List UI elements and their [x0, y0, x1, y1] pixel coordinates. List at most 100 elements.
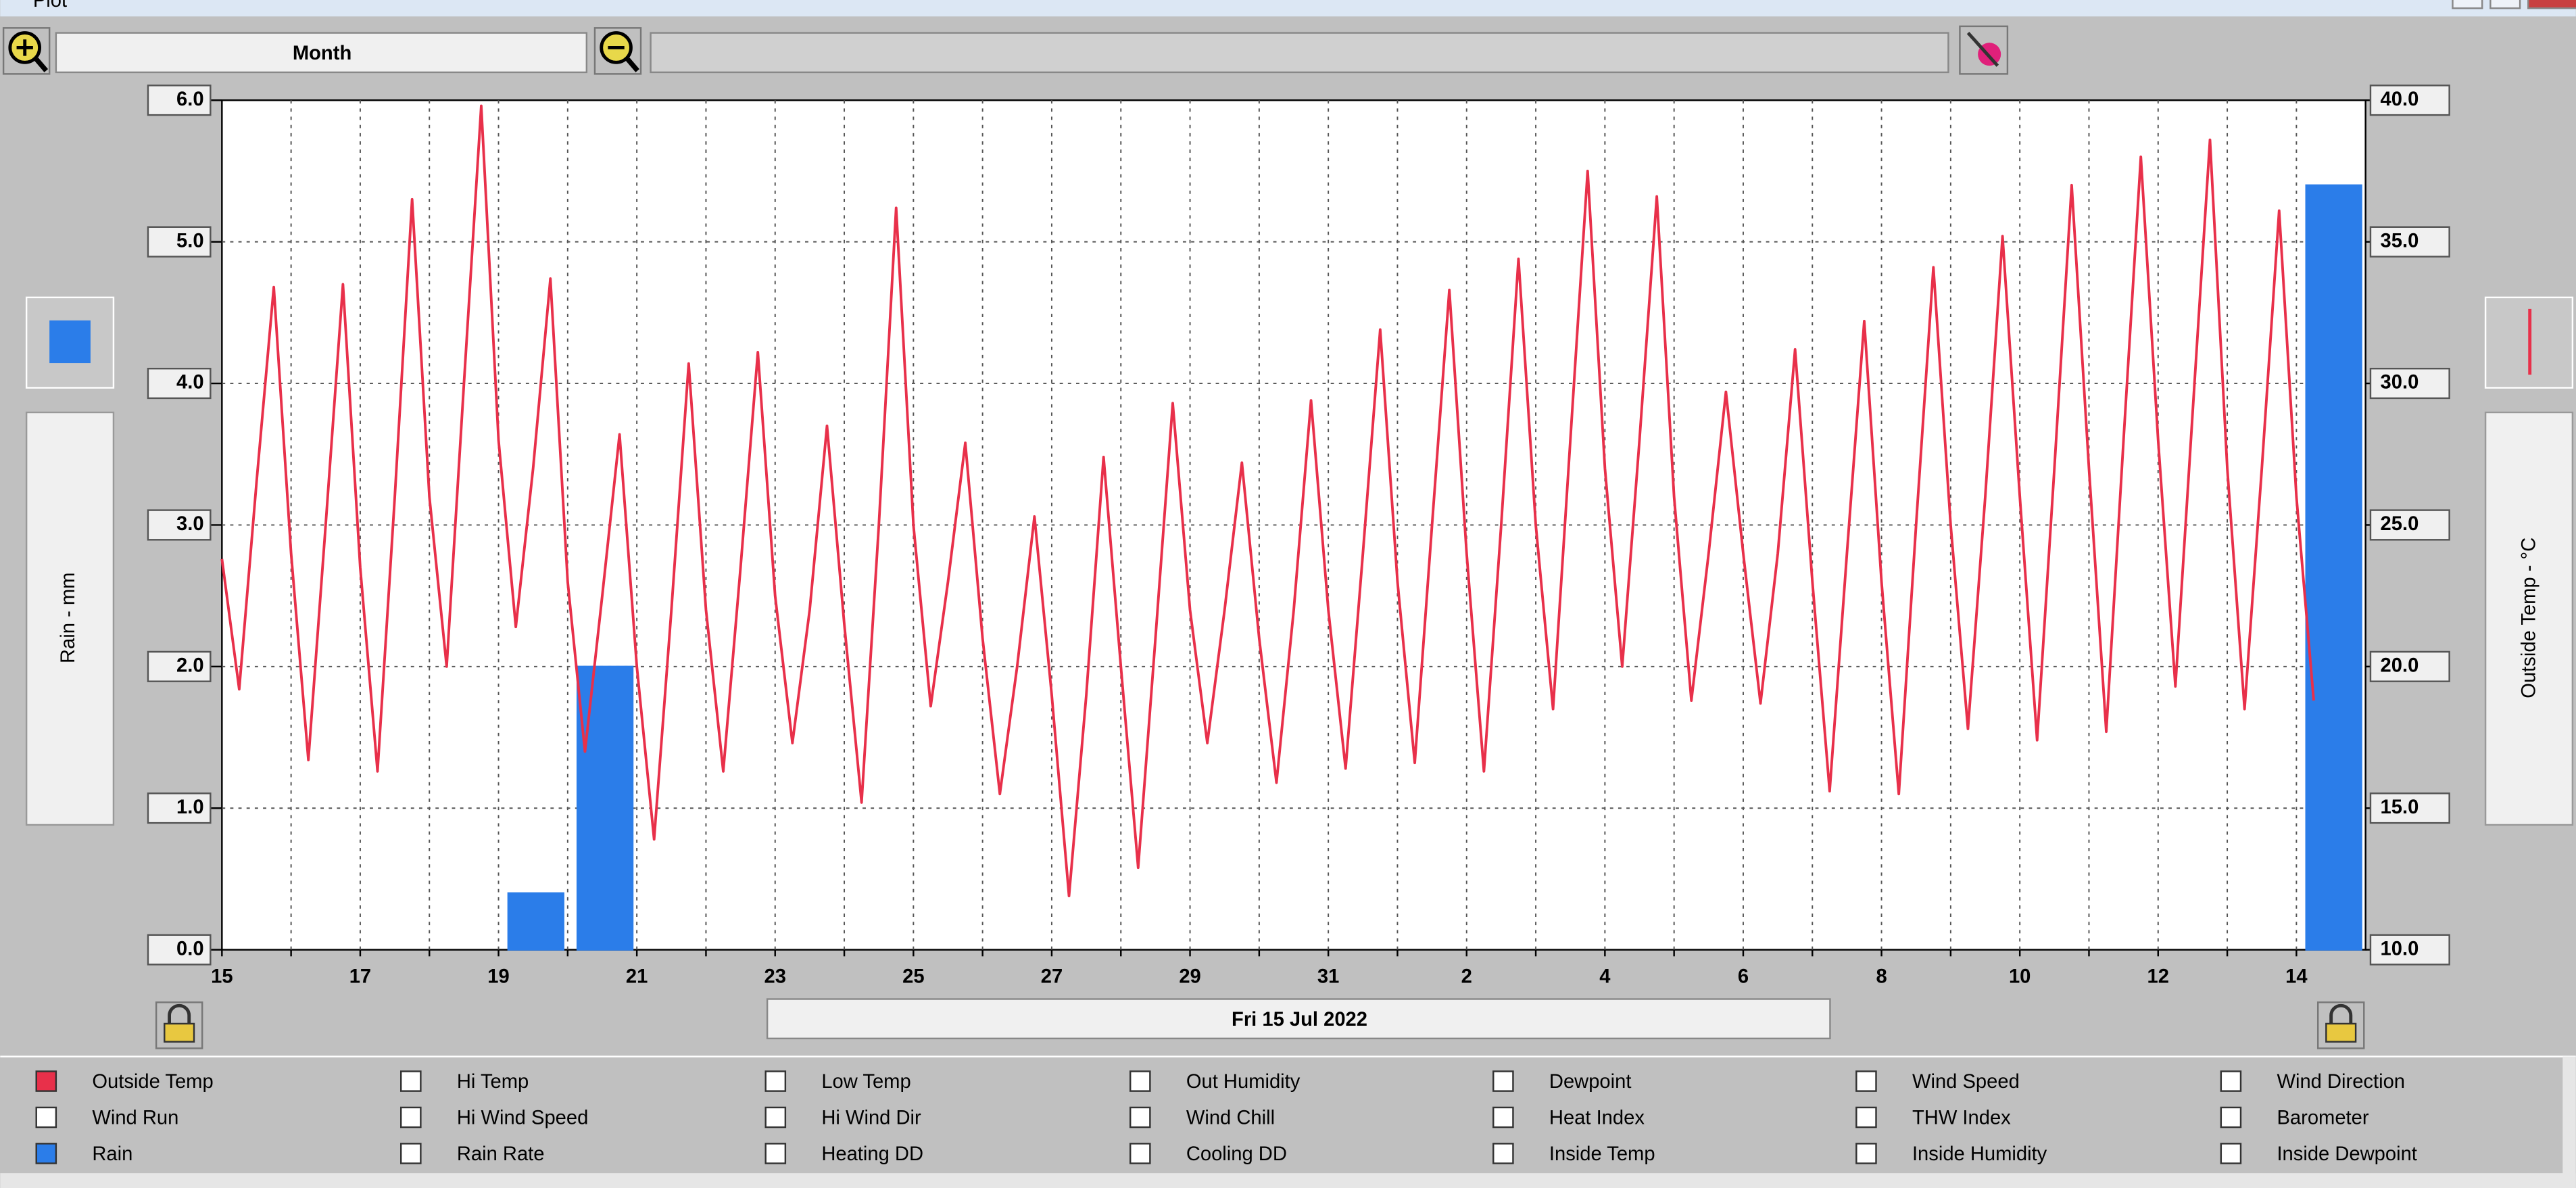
zoom-in-button[interactable]	[2, 27, 51, 75]
checkbox[interactable]	[35, 1106, 57, 1128]
x-tick-label: 10	[2009, 966, 2031, 988]
rain-bar	[576, 665, 634, 951]
checkbox-label[interactable]: Wind Speed	[1912, 1071, 2020, 1093]
rain-bar	[2305, 184, 2362, 951]
y2-tick-box	[2369, 367, 2450, 400]
color-picker-button[interactable]	[1959, 25, 2009, 75]
y2-tick-box	[2369, 85, 2450, 116]
x-tick-label: 12	[2147, 966, 2169, 988]
y-tick-label: 3.0	[176, 513, 204, 535]
checkbox-label[interactable]: Heat Index	[1549, 1108, 1645, 1129]
y2-tick-box	[2369, 792, 2450, 824]
checkbox[interactable]	[1492, 1070, 1514, 1092]
right-axis-panel	[2484, 411, 2574, 826]
checkbox[interactable]	[1855, 1143, 1877, 1164]
y-tick-label: 0.0	[176, 938, 204, 959]
checkbox[interactable]	[400, 1070, 422, 1092]
x-tick-label: 23	[764, 966, 786, 988]
checkbox-label[interactable]: Cooling DD	[1186, 1143, 1287, 1165]
x-tick-label: 17	[349, 966, 371, 988]
period-button[interactable]	[55, 32, 588, 74]
date-label: Fri 15 Jul 2022	[1232, 1009, 1367, 1030]
vertical-scrollbar[interactable]	[2562, 1056, 2576, 1188]
marks	[220, 104, 2362, 951]
checkbox-label[interactable]: Out Humidity	[1186, 1071, 1301, 1093]
checkbox[interactable]	[1855, 1070, 1877, 1092]
y2-tick-label: 15.0	[2381, 797, 2419, 818]
date-box	[766, 998, 1831, 1040]
checkbox-grid: Outside Temp Hi Temp Low Temp Out Humidity D…	[35, 1070, 2417, 1165]
checkbox[interactable]	[764, 1106, 787, 1128]
checkbox-label[interactable]: Hi Wind Dir	[821, 1108, 921, 1129]
checkbox-label[interactable]: Outside Temp	[92, 1071, 213, 1093]
checkbox-label[interactable]: Hi Temp	[457, 1071, 529, 1093]
checkbox[interactable]	[400, 1143, 422, 1164]
checkbox-label[interactable]: Heating DD	[821, 1143, 923, 1165]
y-tick-box	[147, 85, 212, 116]
checkbox[interactable]	[1129, 1070, 1151, 1092]
x-tick-label: 31	[1317, 966, 1339, 988]
period-label: Month	[293, 43, 351, 64]
checkbox-label[interactable]: Inside Temp	[1549, 1143, 1655, 1165]
checkbox[interactable]	[1129, 1143, 1151, 1164]
checkbox-label[interactable]: Low Temp	[821, 1071, 910, 1093]
y2-tick-box	[2369, 934, 2450, 966]
y-tick-label: 1.0	[176, 797, 204, 818]
x-tick-label: 19	[487, 966, 509, 988]
checkbox[interactable]	[400, 1106, 422, 1128]
zoom-out-button[interactable]	[593, 27, 642, 75]
checkbox[interactable]	[764, 1143, 787, 1164]
checkbox-label[interactable]: Hi Wind Speed	[457, 1108, 588, 1129]
y-tick-label: 2.0	[176, 655, 204, 677]
axes: 15 17 19 21 23 25 27 29 31 2 4 6 8 10 12 14 0.0 1.0 2.0 3.0…	[147, 85, 2450, 988]
y2-tick-label: 40.0	[2381, 89, 2419, 110]
y-axis-title: Rain - mm	[57, 573, 79, 663]
checkbox[interactable]	[35, 1143, 57, 1164]
temp-line	[220, 104, 2315, 898]
checkbox[interactable]	[2220, 1143, 2242, 1164]
checkbox-label[interactable]: Wind Run	[92, 1108, 178, 1129]
title-bar	[0, 0, 2576, 17]
checkbox[interactable]	[764, 1070, 787, 1092]
x-tick-label: 8	[1876, 966, 1887, 988]
checkbox-label[interactable]: Inside Dewpoint	[2277, 1143, 2416, 1165]
horizontal-scrollbar[interactable]	[0, 1173, 2576, 1188]
rain-swatch	[49, 320, 91, 364]
checkbox-label[interactable]: Rain	[92, 1143, 132, 1165]
close-button[interactable]	[2527, 0, 2576, 9]
x-tick-label: 4	[1599, 966, 1611, 988]
checkbox-label[interactable]: Wind Direction	[2277, 1071, 2405, 1093]
y-tick-box	[147, 509, 212, 541]
y2-axis-title: Outside Temp - °C	[2518, 538, 2539, 698]
y-tick-box	[147, 650, 212, 682]
checkbox[interactable]	[2220, 1106, 2242, 1128]
maximize-button[interactable]	[2489, 0, 2521, 9]
x-tick-label: 25	[902, 966, 924, 988]
checkbox[interactable]	[35, 1070, 57, 1092]
checkbox-label[interactable]: Rain Rate	[457, 1143, 545, 1165]
checkbox-label[interactable]: Barometer	[2277, 1108, 2368, 1129]
x-tick-label: 14	[2285, 966, 2308, 988]
right-lock-button[interactable]	[2316, 1001, 2365, 1049]
grid	[222, 100, 2366, 950]
y-tick-box	[147, 226, 212, 258]
y2-tick-label: 30.0	[2381, 372, 2419, 394]
y-tick-label: 6.0	[176, 89, 204, 110]
x-tick-label: 21	[626, 966, 648, 988]
checkbox-label[interactable]: Inside Humidity	[1912, 1143, 2047, 1165]
checkbox[interactable]	[1129, 1106, 1151, 1128]
checkbox[interactable]	[1492, 1143, 1514, 1164]
x-tick-label: 27	[1041, 966, 1063, 988]
minimize-button[interactable]	[2452, 0, 2483, 9]
y2-tick-box	[2369, 650, 2450, 682]
checkbox[interactable]	[1492, 1106, 1514, 1128]
y-tick-box	[147, 792, 212, 824]
checkbox[interactable]	[2220, 1070, 2242, 1092]
checkbox-label[interactable]: Dewpoint	[1549, 1071, 1632, 1093]
checkbox[interactable]	[1855, 1106, 1877, 1128]
y2-tick-label: 10.0	[2381, 938, 2419, 959]
checkbox-label[interactable]: Wind Chill	[1186, 1108, 1275, 1129]
left-lock-button[interactable]	[155, 1001, 203, 1049]
checkbox-label[interactable]: THW Index	[1912, 1108, 2011, 1129]
scroll-field[interactable]	[650, 32, 1949, 74]
